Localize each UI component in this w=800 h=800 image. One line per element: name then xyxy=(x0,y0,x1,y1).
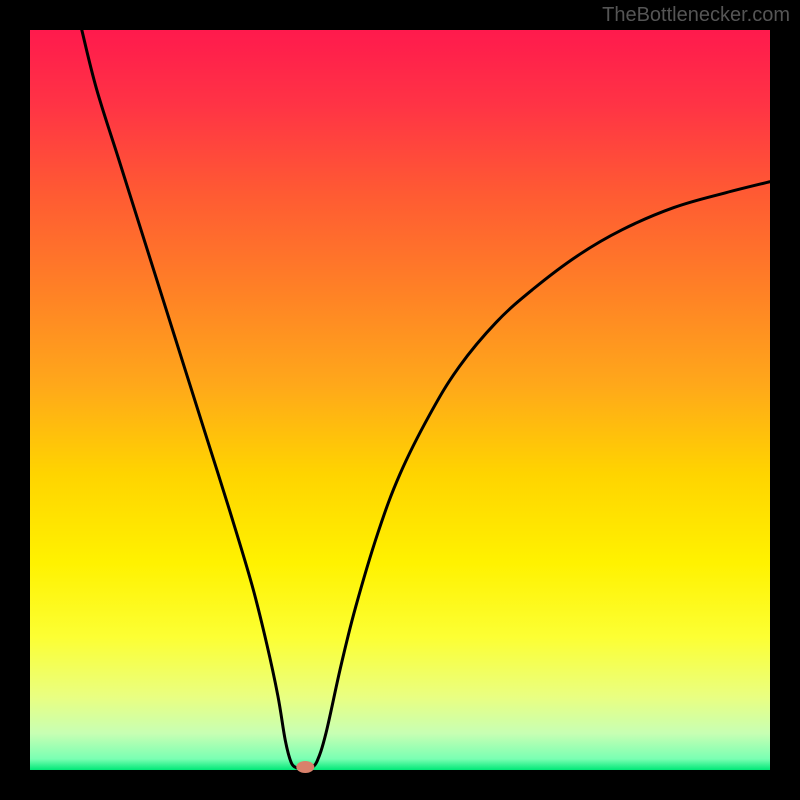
bottleneck-chart xyxy=(0,0,800,800)
chart-container: TheBottlenecker.com xyxy=(0,0,800,800)
optimal-point-marker xyxy=(296,761,314,773)
plot-background xyxy=(30,30,770,770)
watermark-text: TheBottlenecker.com xyxy=(602,4,790,27)
